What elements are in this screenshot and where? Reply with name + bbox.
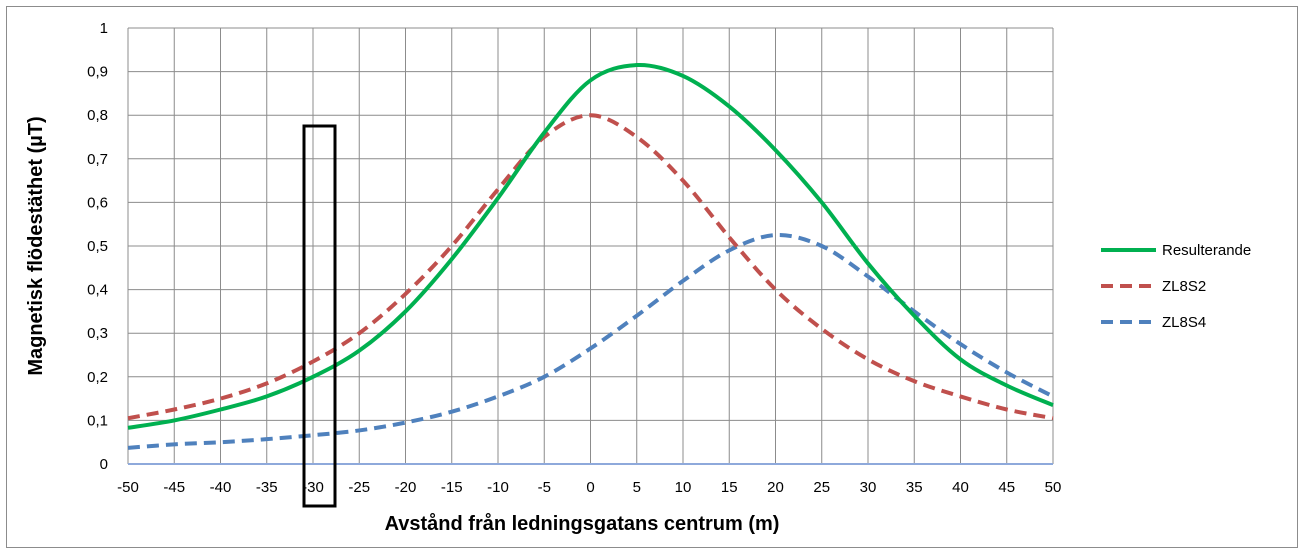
x-tick-label: 15 <box>721 479 738 496</box>
y-tick-label: 0,5 <box>87 238 108 255</box>
y-tick-label: 0,3 <box>87 325 108 342</box>
x-tick-label: 5 <box>633 479 641 496</box>
x-tick-label: -5 <box>538 479 551 496</box>
x-tick-label: -50 <box>117 479 139 496</box>
series-line-zl8s2 <box>127 113 1054 421</box>
x-tick-label: -15 <box>441 479 463 496</box>
x-tick-label: 25 <box>813 479 830 496</box>
y-tick-labels: 0 0,1 0,2 0,3 0,4 0,5 0,6 0,7 0,8 0,9 1 <box>87 20 108 473</box>
x-tick-label: 20 <box>767 479 784 496</box>
legend-label-zl8s2: ZL8S2 <box>1162 278 1206 295</box>
y-tick-label: 0 <box>100 456 108 473</box>
x-tick-label: 40 <box>952 479 969 496</box>
x-tick-label: 50 <box>1045 479 1062 496</box>
legend-label-zl8s4: ZL8S4 <box>1162 314 1206 331</box>
series-lines <box>127 63 1054 450</box>
x-axis-title: Avstånd från ledningsgatans centrum (m) <box>385 512 780 535</box>
y-tick-label: 0,4 <box>87 282 108 299</box>
y-tick-label: 1 <box>100 20 108 37</box>
x-tick-label: 30 <box>860 479 877 496</box>
series-line-resulterande <box>127 63 1054 430</box>
x-tick-label: -30 <box>302 479 324 496</box>
x-tick-label: -20 <box>395 479 417 496</box>
y-tick-label: 0,7 <box>87 151 108 168</box>
highlight-box <box>302 124 337 508</box>
x-tick-label: -10 <box>487 479 509 496</box>
y-tick-label: 0,2 <box>87 369 108 386</box>
x-tick-label: 35 <box>906 479 923 496</box>
x-tick-label: 10 <box>675 479 692 496</box>
x-tick-label: 45 <box>998 479 1015 496</box>
chart-frame <box>6 6 1298 548</box>
x-tick-label: -35 <box>256 479 278 496</box>
legend-label-resulterande: Resulterande <box>1162 242 1251 259</box>
x-tick-label: -45 <box>163 479 185 496</box>
x-tick-label: -40 <box>210 479 232 496</box>
y-tick-label: 0,6 <box>87 194 108 211</box>
y-tick-label: 0,1 <box>87 412 108 429</box>
legend: Resulterande ZL8S2 ZL8S4 <box>1101 242 1251 331</box>
x-tick-label: -25 <box>348 479 370 496</box>
grid-lines <box>127 27 1054 464</box>
y-axis-title: Magnetisk flödestäthet (µT) <box>25 116 47 375</box>
x-tick-labels: -50 -45 -40 -35 -30 -25 -20 -15 -10 -5 0 5 10 15 20 25 3… <box>117 479 1061 496</box>
y-tick-label: 0,9 <box>87 64 108 81</box>
x-tick-label: 0 <box>586 479 594 496</box>
y-tick-label: 0,8 <box>87 107 108 124</box>
